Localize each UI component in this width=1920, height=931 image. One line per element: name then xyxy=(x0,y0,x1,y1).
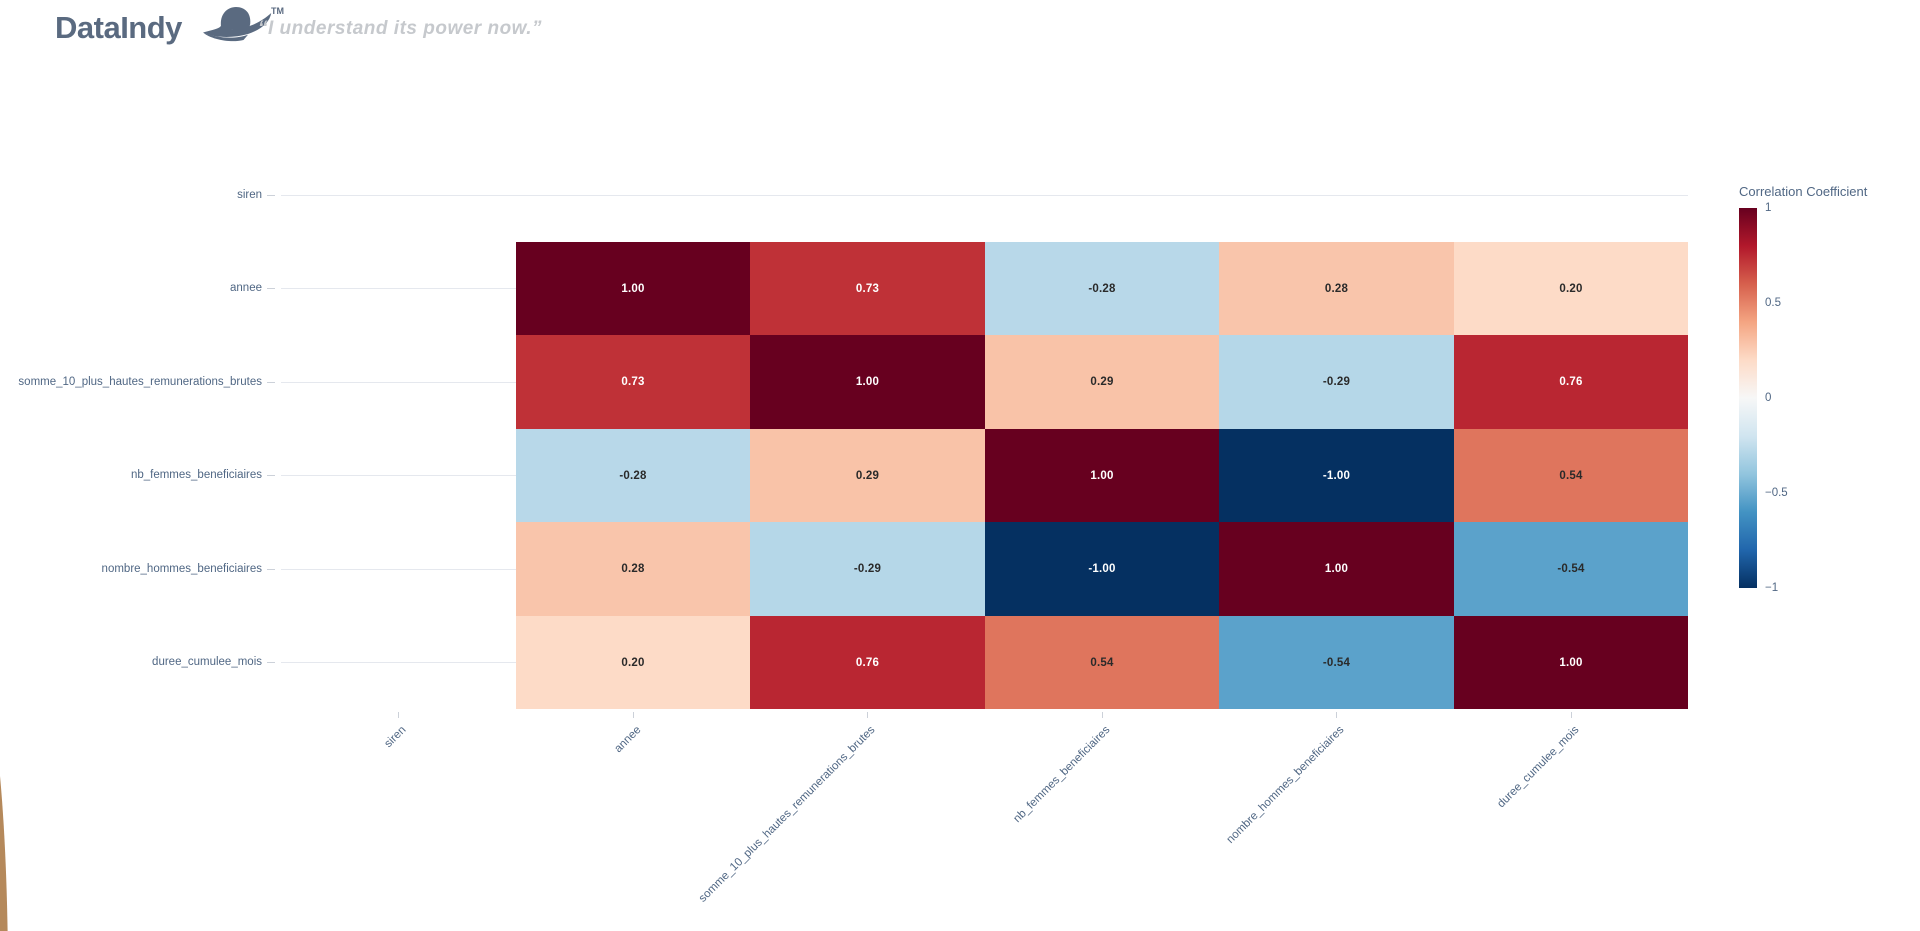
colorbar-tick-label: −1 xyxy=(1765,582,1779,594)
heatmap-cell-value: 0.76 xyxy=(1559,376,1583,388)
colorbar-tick-label: 1 xyxy=(1765,202,1772,214)
heatmap-cell[interactable]: 0.20 xyxy=(1454,242,1688,335)
y-axis-label: siren xyxy=(237,188,262,201)
heatmap-cell[interactable]: 1.00 xyxy=(750,335,985,429)
heatmap-cell[interactable]: -0.54 xyxy=(1219,616,1454,709)
heatmap-cell[interactable]: 0.73 xyxy=(516,335,750,429)
heatmap-cell-value: 0.29 xyxy=(1090,376,1114,388)
heatmap-cell-value: 0.28 xyxy=(1324,282,1349,295)
colorbar-tick-label: −0.5 xyxy=(1765,487,1788,499)
logo-text: DataIndy xyxy=(55,10,182,45)
heatmap-cell-value: -1.00 xyxy=(1322,469,1351,482)
heatmap-cell-value: -0.29 xyxy=(853,563,882,575)
heatmap-cell-value: 0.29 xyxy=(855,469,880,482)
heatmap-cell-value: 0.20 xyxy=(1559,282,1583,295)
x-axis-label: duree_cumulee_mois xyxy=(1495,724,1582,811)
x-axis-tick xyxy=(398,712,399,718)
heatmap-cell-value: -1.00 xyxy=(1088,563,1116,575)
heatmap-cell[interactable]: 0.28 xyxy=(1219,242,1454,335)
y-axis-label: nb_femmes_beneficiaires xyxy=(130,469,262,482)
heatmap-cell-value: 0.20 xyxy=(621,656,645,669)
heatmap-cell[interactable]: 0.54 xyxy=(985,616,1219,709)
y-axis-label: duree_cumulee_mois xyxy=(152,656,262,669)
trademark-label: TM xyxy=(271,6,284,16)
x-axis-label: nb_femmes_beneficiaires xyxy=(1011,724,1113,826)
heatmap-cell-value: -0.54 xyxy=(1322,656,1351,669)
x-axis-label: siren xyxy=(382,724,409,751)
dataindy-logo: DataIndy TM xyxy=(55,6,284,62)
heatmap-cell[interactable]: -0.28 xyxy=(985,242,1219,335)
heatmap-cell[interactable]: -1.00 xyxy=(1219,429,1454,522)
heatmap-cell-value: 1.00 xyxy=(621,282,645,295)
y-axis-tick xyxy=(267,195,275,196)
heatmap-cell[interactable]: 0.76 xyxy=(1454,335,1688,429)
heatmap-cell[interactable]: 1.00 xyxy=(1454,616,1688,709)
heatmap-cell-value: -0.54 xyxy=(1557,563,1585,575)
heatmap-cell[interactable]: 0.20 xyxy=(516,616,750,709)
heatmap-cell-value: 0.73 xyxy=(855,282,880,295)
x-axis-tick xyxy=(1102,712,1103,718)
x-axis-label: somme_10_plus_hautes_remunerations_brute… xyxy=(696,724,878,905)
heatmap-cell[interactable]: -0.29 xyxy=(750,522,985,616)
colorbar-gradient xyxy=(1739,208,1757,588)
heatmap-cell-value: 0.28 xyxy=(621,563,645,575)
y-axis-tick xyxy=(267,662,275,663)
colorbar-tick-label: 0 xyxy=(1765,392,1772,404)
heatmap-cell-value: -0.29 xyxy=(1322,376,1351,388)
x-axis-tick xyxy=(1571,712,1572,718)
x-axis-tick xyxy=(633,712,634,718)
corner-decoration xyxy=(0,680,8,931)
heatmap-cell-value: 1.00 xyxy=(855,376,880,388)
heatmap-cell[interactable]: 0.29 xyxy=(985,335,1219,429)
heatmap-cell-value: 0.76 xyxy=(855,656,880,669)
colorbar-title: Correlation Coefficient xyxy=(1739,184,1868,199)
heatmap-cell-value: 1.00 xyxy=(1324,563,1349,575)
hat-icon xyxy=(203,7,272,42)
heatmap-cell[interactable]: 0.28 xyxy=(516,522,750,616)
heatmap-cell-value: 0.73 xyxy=(621,376,645,388)
heatmap-cell[interactable]: 0.29 xyxy=(750,429,985,522)
x-axis-tick xyxy=(1336,712,1337,718)
heatmap-cell[interactable]: 1.00 xyxy=(985,429,1219,522)
x-axis-label: annee xyxy=(612,724,644,756)
heatmap-cell[interactable]: 1.00 xyxy=(1219,522,1454,616)
heatmap-cell-value: 0.54 xyxy=(1090,656,1114,669)
heatmap-cell[interactable]: 1.00 xyxy=(516,242,750,335)
heatmap-cell-value: 1.00 xyxy=(1090,469,1114,482)
y-axis-label: somme_10_plus_hautes_remunerations_brute… xyxy=(18,375,262,388)
heatmap-cell-value: 0.54 xyxy=(1559,469,1583,482)
y-axis-label: annee xyxy=(230,282,262,295)
y-axis-label: nombre_hommes_beneficiaires xyxy=(101,562,262,575)
heatmap-cell[interactable]: -0.28 xyxy=(516,429,750,522)
x-axis-tick xyxy=(867,712,868,718)
gridline xyxy=(281,195,1688,196)
y-axis-tick xyxy=(267,569,275,570)
heatmap-cell[interactable]: -1.00 xyxy=(985,522,1219,616)
y-axis-tick xyxy=(267,382,275,383)
heatmap-cell-value: -0.28 xyxy=(619,469,647,482)
heatmap-cell[interactable]: -0.29 xyxy=(1219,335,1454,429)
x-axis-label: nombre_hommes_beneficiaires xyxy=(1224,724,1347,846)
heatmap-cell-value: 1.00 xyxy=(1559,656,1583,669)
heatmap-cell[interactable]: 0.76 xyxy=(750,616,985,709)
y-axis-tick xyxy=(267,288,275,289)
heatmap-cell[interactable]: 0.73 xyxy=(750,242,985,335)
heatmap-cell-value: -0.28 xyxy=(1088,282,1116,295)
tagline: “I understand its power now.” xyxy=(258,18,543,39)
heatmap-cell[interactable]: -0.54 xyxy=(1454,522,1688,616)
heatmap-cell[interactable]: 0.54 xyxy=(1454,429,1688,522)
colorbar-tick-label: 0.5 xyxy=(1765,297,1781,309)
y-axis-tick xyxy=(267,475,275,476)
